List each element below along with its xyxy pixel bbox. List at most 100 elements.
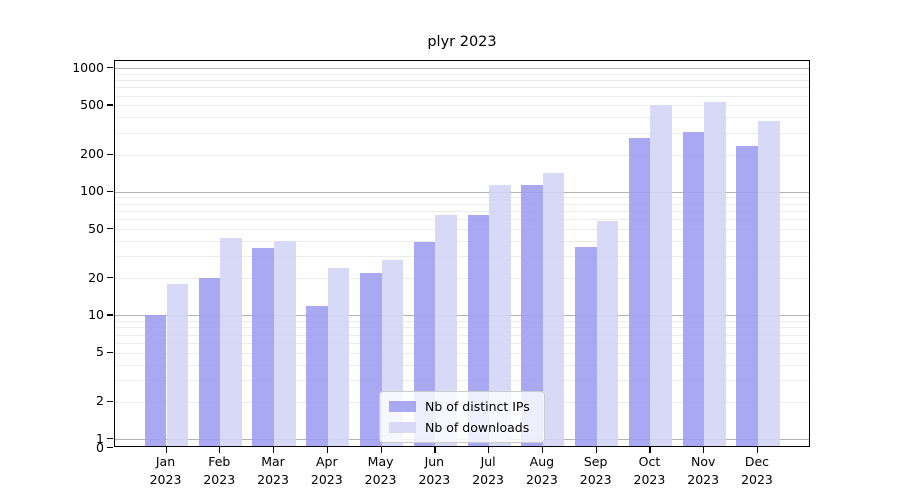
legend-label-nb-of-distinct-ips: Nb of distinct IPs	[425, 399, 530, 414]
bar-nb-of-distinct-ips-jan	[144, 315, 167, 446]
y-tick-10	[107, 314, 113, 316]
bar-nb-of-distinct-ips-dec	[736, 145, 758, 446]
gridline-minor-4	[115, 364, 809, 366]
bar-nb-of-distinct-ips-sep	[575, 246, 597, 446]
y-tick-label-0: 0	[96, 439, 104, 455]
plot-area	[114, 60, 810, 447]
y-tick-label-500: 500	[80, 96, 104, 112]
gridline-major-100	[115, 191, 809, 193]
x-tick-may	[380, 447, 382, 453]
y-tick-label-5: 5	[96, 344, 104, 360]
x-tick-dec	[756, 447, 759, 453]
y-tick-50	[107, 228, 113, 230]
gridline-minor-70	[115, 210, 809, 212]
bar-nb-of-downloads-nov	[704, 101, 726, 446]
gridline-minor-7	[115, 334, 809, 336]
y-tick-label-10: 10	[88, 306, 104, 322]
y-tick-label-100: 100	[80, 183, 104, 199]
x-tick-jun	[434, 447, 436, 453]
gridline-minor-30	[115, 256, 809, 258]
x-tick-label-jan: Jan 2023	[149, 454, 182, 487]
bar-nb-of-downloads-jun	[435, 214, 457, 446]
gridline-minor-900	[115, 73, 809, 75]
legend-label-nb-of-downloads: Nb of downloads	[425, 420, 530, 435]
bar-nb-of-distinct-ips-nov	[682, 131, 705, 446]
bar-nb-of-distinct-ips-apr	[306, 305, 328, 446]
x-tick-label-nov: Nov 2023	[687, 454, 720, 487]
y-tick-label-1000: 1000	[72, 59, 104, 75]
gridline-minor-50	[115, 229, 809, 230]
y-tick-label-1: 1	[96, 430, 104, 446]
x-tick-nov	[703, 447, 705, 453]
y-tick-label-20: 20	[88, 269, 104, 285]
x-tick-label-dec: Dec 2023	[741, 454, 773, 487]
gridline-minor-600	[115, 95, 809, 97]
gridline-minor-500	[115, 105, 809, 107]
y-tick-0	[107, 447, 113, 449]
gridline-minor-5	[115, 352, 809, 354]
bar-nb-of-downloads-jul	[489, 185, 511, 446]
legend-row-nb-of-distinct-ips: Nb of distinct IPs	[389, 396, 535, 417]
gridline-major-10	[115, 315, 809, 317]
gridline-minor-8	[115, 327, 809, 329]
y-tick-1000	[107, 67, 113, 69]
y-tick-label-200: 200	[80, 146, 104, 162]
y-tick-2	[107, 400, 113, 402]
bar-nb-of-downloads-jan	[166, 283, 189, 446]
y-tick-20	[107, 277, 113, 279]
x-tick-feb	[219, 447, 221, 453]
x-tick-label-apr: Apr 2023	[310, 454, 343, 487]
bar-nb-of-downloads-feb	[220, 238, 242, 446]
bar-nb-of-distinct-ips-jul	[467, 214, 490, 446]
y-tick-label-2: 2	[96, 393, 104, 409]
y-tick-1	[107, 438, 113, 440]
bar-nb-of-distinct-ips-oct	[628, 138, 651, 446]
bar-nb-of-downloads-sep	[596, 221, 619, 446]
x-tick-oct	[649, 447, 651, 453]
bar-nb-of-downloads-aug	[542, 172, 565, 446]
bar-nb-of-distinct-ips-mar	[252, 248, 275, 446]
gridline-minor-3	[115, 380, 809, 382]
legend-row-nb-of-downloads: Nb of downloads	[389, 417, 535, 438]
gridline-minor-80	[115, 203, 809, 205]
y-tick-100	[107, 190, 113, 192]
x-tick-sep	[595, 447, 597, 453]
legend-swatch-nb-of-downloads	[389, 422, 416, 433]
x-tick-label-may: May 2023	[364, 454, 397, 487]
x-tick-aug	[541, 447, 544, 453]
gridline-minor-90	[115, 197, 809, 199]
x-tick-label-feb: Feb 2023	[203, 454, 236, 487]
gridline-minor-20	[115, 278, 809, 280]
x-tick-label-jun: Jun 2023	[418, 454, 451, 487]
x-tick-mar	[273, 447, 275, 453]
gridline-minor-40	[115, 240, 809, 242]
gridline-minor-9	[115, 321, 809, 323]
x-tick-label-aug: Aug 2023	[525, 454, 558, 487]
bar-nb-of-downloads-apr	[327, 268, 350, 446]
gridline-minor-200	[115, 154, 809, 156]
gridline-minor-60	[115, 219, 809, 221]
bar-nb-of-distinct-ips-may	[359, 273, 382, 446]
bar-nb-of-distinct-ips-feb	[198, 278, 221, 446]
y-tick-label-50: 50	[88, 220, 104, 236]
gridline-minor-300	[115, 132, 809, 134]
bar-nb-of-distinct-ips-aug	[521, 185, 543, 446]
y-tick-500	[107, 104, 113, 106]
x-tick-label-oct: Oct 2023	[633, 454, 666, 487]
x-tick-jul	[488, 447, 490, 453]
gridline-minor-400	[115, 117, 809, 119]
bar-nb-of-downloads-oct	[650, 105, 673, 446]
x-tick-apr	[326, 447, 328, 453]
x-tick-label-jul: Jul 2023	[472, 454, 505, 487]
legend: Nb of distinct IPs Nb of downloads	[379, 391, 545, 443]
gridline-minor-800	[115, 80, 809, 82]
y-tick-200	[107, 153, 113, 155]
gridline-minor-700	[115, 87, 809, 89]
bar-nb-of-downloads-dec	[757, 120, 780, 446]
gridline-major-1000	[115, 68, 809, 70]
chart-title: plyr 2023	[427, 34, 497, 50]
legend-swatch-nb-of-distinct-ips	[389, 401, 416, 412]
y-tick-5	[107, 351, 113, 353]
x-tick-jan	[165, 447, 167, 453]
